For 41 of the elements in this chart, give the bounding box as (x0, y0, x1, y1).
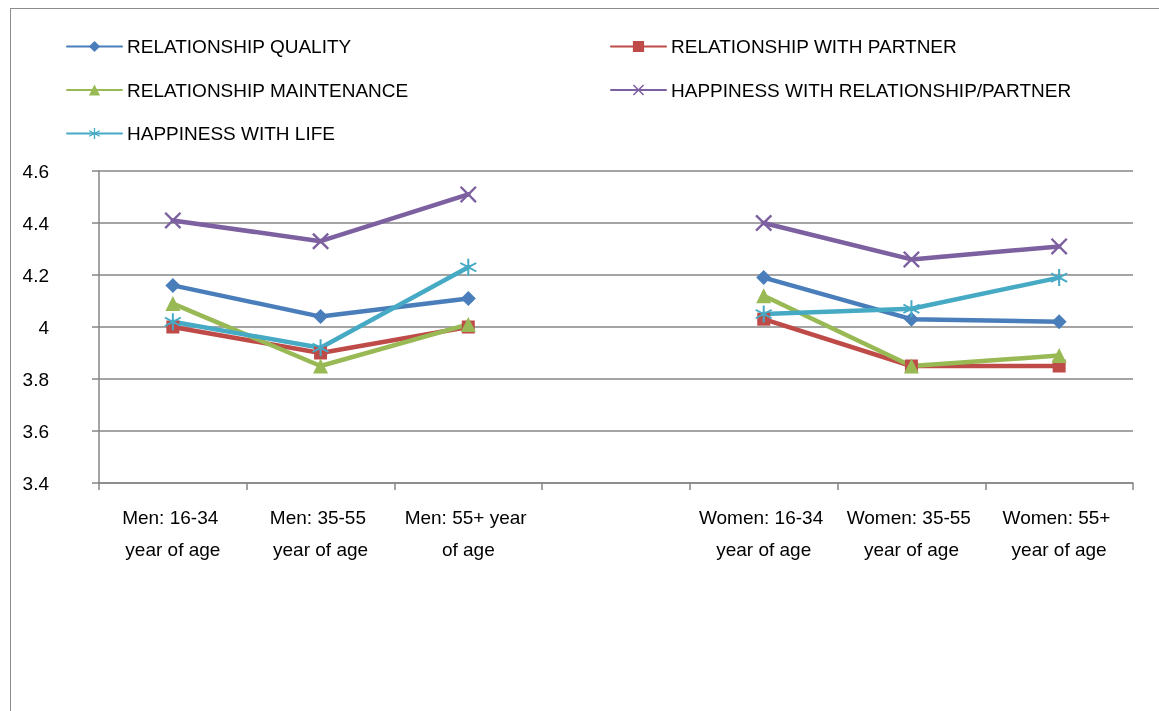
point (459, 258, 477, 276)
x-tick-label: Men: 55+ year of age (404, 506, 532, 560)
y-tick-label: 3.4 (22, 472, 50, 494)
point (1050, 269, 1068, 287)
point (756, 270, 772, 286)
point (755, 305, 773, 323)
y-tick-label: 3.6 (22, 420, 49, 442)
point (1051, 314, 1067, 330)
point (902, 250, 920, 268)
point (165, 296, 181, 312)
point (312, 339, 330, 357)
point (165, 277, 181, 293)
legend-label: RELATIONSHIP WITH PARTNER (671, 36, 957, 57)
y-tick-label: 4.6 (22, 160, 49, 182)
point (312, 232, 330, 250)
point (460, 316, 476, 332)
point (460, 290, 476, 306)
point (459, 185, 477, 203)
point (164, 211, 182, 229)
point (313, 309, 329, 325)
point (902, 300, 920, 318)
point (1050, 237, 1068, 255)
x-tick-label: Men: 35-55 year of age (269, 506, 372, 560)
point (755, 214, 773, 232)
point (1051, 348, 1067, 364)
x-tick-label: Women: 16-34 year of age (698, 506, 829, 560)
y-tick-label: 3.8 (22, 368, 49, 390)
point (164, 313, 182, 331)
point (903, 311, 919, 327)
x-tick-label: Women: 55+ year of age (1002, 506, 1116, 560)
legend-label: RELATIONSHIP QUALITY (127, 36, 352, 57)
point (313, 358, 329, 374)
point (756, 288, 772, 304)
x-tick-label: Men: 16-34 year of age (122, 506, 224, 560)
legend-label: HAPPINESS WITH RELATIONSHIP/PARTNER (671, 79, 1072, 101)
legend-label: HAPPINESS WITH LIFE (127, 123, 335, 144)
y-tick-label: 4 (38, 316, 50, 338)
y-tick-label: 4.4 (22, 212, 50, 234)
x-tick-label: Women: 35-55 year of age (846, 506, 977, 560)
y-tick-label: 4.2 (22, 264, 49, 286)
legend-label: RELATIONSHIP MAINTENANCE (127, 79, 409, 101)
